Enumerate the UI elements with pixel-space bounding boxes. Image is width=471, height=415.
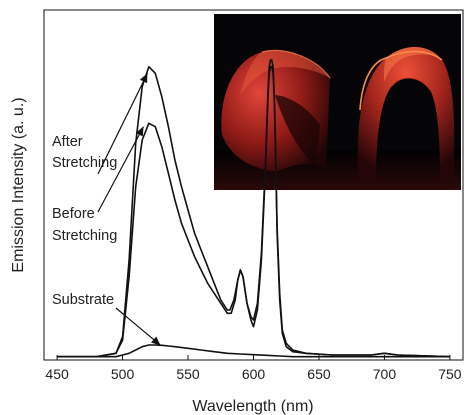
annotation-after-line1: After bbox=[52, 134, 83, 150]
inset-film-left bbox=[221, 49, 331, 173]
inset-film-right bbox=[357, 47, 455, 178]
x-tick-label: 700 bbox=[373, 366, 397, 382]
inset-photo bbox=[214, 14, 461, 190]
series-line-before-stretching bbox=[57, 65, 450, 358]
annotation-arrow-after bbox=[97, 73, 148, 175]
annotation-substrate: Substrate bbox=[52, 292, 114, 308]
y-axis-label: Emission Intensity (a. u.) bbox=[10, 97, 27, 272]
series-line-substrate bbox=[57, 344, 450, 358]
x-tick-label: 750 bbox=[438, 366, 462, 382]
annotation-arrow-substrate bbox=[115, 307, 161, 346]
x-tick-label: 650 bbox=[307, 366, 331, 382]
x-tick-label: 550 bbox=[176, 366, 200, 382]
x-tick-label: 500 bbox=[111, 366, 135, 382]
annotation-before-line1: Before bbox=[52, 206, 95, 222]
x-tick-label: 450 bbox=[45, 366, 69, 382]
x-tick-label: 600 bbox=[242, 366, 266, 382]
annotation-before-line2: Stretching bbox=[52, 228, 117, 244]
annotation-arrow-before bbox=[97, 126, 145, 213]
x-axis-label: Wavelength (nm) bbox=[192, 398, 313, 415]
annotations: After Stretching Before Stretching Subst… bbox=[52, 73, 161, 346]
x-axis-ticks: 450 500 550 600 650 700 750 bbox=[45, 355, 462, 382]
series-group bbox=[57, 59, 450, 358]
annotation-after-line2: Stretching bbox=[52, 155, 117, 171]
